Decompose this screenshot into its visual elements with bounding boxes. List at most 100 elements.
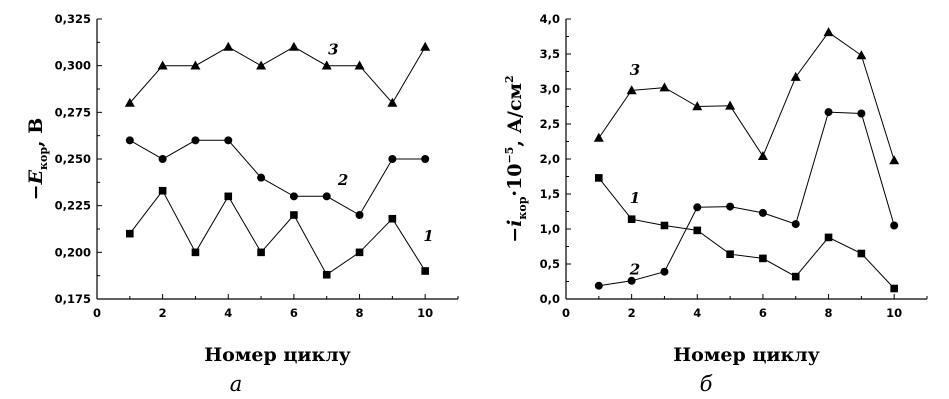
series-2-point	[857, 110, 865, 118]
series-1-point	[825, 234, 833, 242]
series-3	[125, 42, 430, 107]
x-tick-label: 0	[93, 306, 101, 320]
series-3-point	[594, 133, 604, 142]
series-1	[126, 187, 429, 279]
series-2-point	[421, 155, 429, 163]
series-2-line	[599, 112, 894, 286]
series-3-point	[289, 42, 299, 51]
series-label: 1	[630, 189, 640, 207]
series-1-point	[159, 187, 167, 195]
series-label: 3	[630, 61, 640, 79]
panel-label: б	[700, 372, 713, 396]
y-tick-label: 3,0	[540, 82, 560, 96]
series-1-point	[858, 250, 866, 258]
x-tick-label: 2	[628, 306, 636, 320]
x-tick-label: 4	[693, 306, 701, 320]
series-1-point	[693, 227, 701, 235]
series-2-line	[130, 140, 425, 215]
series-2-point	[388, 155, 396, 163]
series-3-point	[659, 82, 669, 91]
y-axis-title: −Eкор, В	[25, 118, 50, 201]
series-1-point	[726, 250, 734, 258]
x-tick-label: 8	[825, 306, 833, 320]
series-2-point	[890, 222, 898, 230]
x-tick-label: 2	[159, 306, 167, 320]
y-tick-label: 0,5	[540, 257, 560, 271]
series-2-point	[356, 211, 364, 219]
y-tick-label: 0,300	[55, 59, 91, 73]
y-tick-label: 3,5	[540, 47, 560, 61]
series-1-line	[130, 191, 425, 275]
x-tick-label: 6	[290, 306, 298, 320]
y-axis-title: −iкор·10−5, А/см2	[503, 75, 529, 242]
series-3-point	[256, 60, 266, 69]
series-3-point	[158, 60, 168, 69]
series-label: 2	[337, 171, 348, 189]
series-2-point	[224, 136, 232, 144]
series-1-line	[599, 178, 894, 289]
series-2-point	[792, 220, 800, 228]
y-tick-label: 0,250	[55, 152, 91, 166]
series-1-point	[290, 211, 298, 219]
series-3-point	[824, 27, 834, 36]
series-3-point	[725, 101, 735, 110]
series-2-point	[759, 209, 767, 217]
series-3-point	[889, 155, 899, 164]
x-axis-title: Номер циклу	[673, 344, 820, 366]
x-tick-label: 10	[886, 306, 902, 320]
y-tick-label: 0,275	[55, 105, 91, 119]
series-2-point	[693, 203, 701, 211]
series-1-point	[628, 215, 636, 223]
y-tick-label: 4,0	[540, 12, 560, 26]
series-3-point	[420, 42, 430, 51]
series-label: 2	[629, 261, 640, 279]
panel-label: а	[230, 372, 243, 396]
series-1-point	[257, 249, 265, 257]
series-1-point	[192, 249, 200, 257]
series-1-point	[421, 267, 429, 275]
x-tick-label: 4	[224, 306, 232, 320]
series-2-point	[323, 192, 331, 200]
series-3-point	[322, 60, 332, 69]
series-1-point	[323, 271, 331, 279]
series-3-point	[791, 72, 801, 81]
y-tick-label: 2,5	[540, 117, 560, 131]
series-3-point	[223, 42, 233, 51]
y-tick-label: 0,325	[55, 12, 91, 26]
series-2-point	[825, 108, 833, 116]
y-tick-label: 1,0	[540, 222, 560, 236]
series-1-point	[356, 249, 364, 257]
series-2-point	[191, 136, 199, 144]
series-3-point	[692, 101, 702, 110]
series-1-point	[890, 285, 898, 293]
series-1-point	[126, 230, 134, 238]
series-1-point	[759, 255, 767, 263]
series-1-point	[389, 215, 397, 223]
x-tick-label: 0	[562, 306, 570, 320]
y-tick-label: 0,200	[55, 245, 91, 259]
x-axis-title: Номер циклу	[204, 344, 351, 366]
y-tick-label: 2,0	[540, 152, 560, 166]
series-2-point	[595, 282, 603, 290]
series-1-point	[661, 222, 669, 230]
x-tick-label: 8	[356, 306, 364, 320]
series-3	[594, 27, 899, 164]
series-3-line	[130, 47, 425, 103]
series-3-point	[758, 151, 768, 160]
series-2-point	[290, 192, 298, 200]
series-1-point	[224, 193, 232, 201]
series-2-point	[257, 174, 265, 182]
chart-panel-1: 0,175 0,200 0,225 0,250 0,275 0,300 0,325 0 2 4 6 8…	[25, 12, 458, 396]
series-2-point	[126, 136, 134, 144]
series-1	[595, 174, 898, 292]
x-tick-label: 6	[759, 306, 767, 320]
series-3-point	[355, 60, 365, 69]
series-2	[595, 108, 898, 290]
series-1-point	[792, 273, 800, 281]
series-2-point	[159, 155, 167, 163]
series-3-point	[190, 60, 200, 69]
series-3-point	[856, 50, 866, 59]
x-tick-label: 10	[417, 306, 433, 320]
y-tick-label: 1,5	[540, 187, 560, 201]
